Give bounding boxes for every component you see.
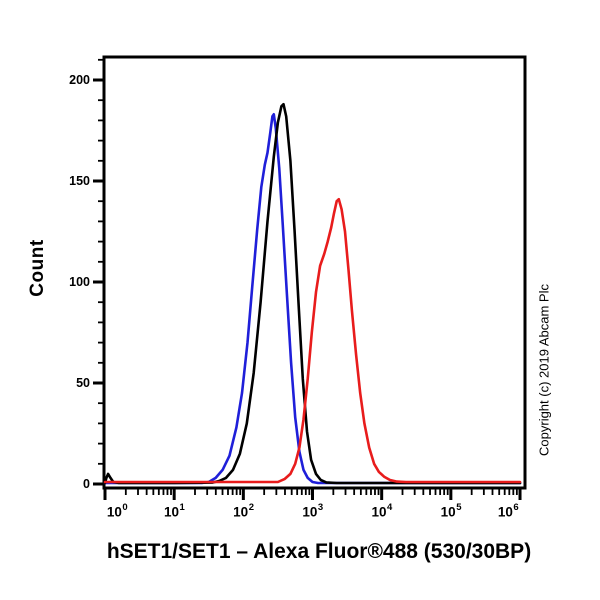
- y-tick-label: 100: [69, 275, 90, 289]
- curve-blue: [103, 113, 522, 485]
- plot-border: [102, 55, 527, 490]
- y-tick-label: 50: [76, 376, 90, 390]
- x-tick-label: 100: [106, 502, 128, 520]
- x-tick-label: 104: [371, 502, 393, 520]
- x-tick-label: 105: [440, 502, 462, 520]
- y-tick-label: 150: [69, 174, 90, 188]
- curve-black: [103, 102, 522, 485]
- x-tick-label: 102: [233, 502, 254, 520]
- curve-red: [103, 197, 522, 484]
- y-tick-label: 0: [83, 477, 90, 491]
- y-tick-label: 200: [69, 73, 90, 87]
- x-tick-label: 106: [497, 502, 519, 520]
- x-tick-label: 103: [302, 502, 324, 520]
- x-axis-title: hSET1/SET1 – Alexa Fluor®488 (530/30BP): [106, 540, 532, 563]
- x-tick-label: 101: [163, 502, 185, 520]
- copyright-text: Copyright (c) 2019 Abcam Plc: [536, 284, 552, 456]
